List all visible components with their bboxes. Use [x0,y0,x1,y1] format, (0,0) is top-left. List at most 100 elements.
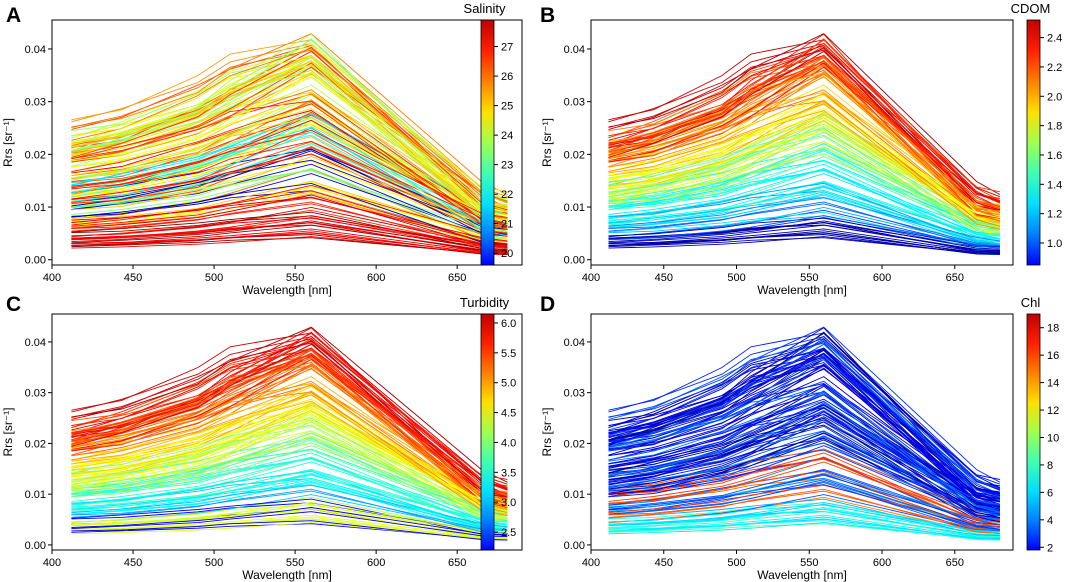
x-tick-label: 550 [800,272,818,284]
spectrum-line [608,182,1000,245]
panel-b: B 0.00 0.01 0.02 0.03 0.04 400 450 500 550 600 65… [540,1,1062,297]
spectrum-line [608,445,1000,513]
y-tick-label: 0.00 [564,255,585,267]
y-tick-label: 0.04 [564,44,585,56]
y-tick-label: 0.01 [564,202,585,214]
colorbar-title: Salinity [464,1,506,16]
spectrum-line [608,470,1000,531]
colorbar-tick-label: 23 [501,160,513,172]
spectrum-line [608,348,1000,500]
y-tick-label: 0.02 [564,149,585,161]
panel-letter: D [540,293,555,316]
x-tick-label: 550 [286,272,304,284]
spectrum-line [608,472,1000,523]
spectrum-line [608,484,1000,528]
x-tick-label: 600 [367,557,385,569]
y-tick-label: 0.02 [564,438,585,450]
y-tick-label: 0.02 [25,438,46,450]
colorbar-tick-label: 25 [501,101,513,113]
x-tick-label: 650 [448,272,466,284]
plot-area [590,313,1014,551]
y-tick-label: 0.00 [564,540,585,552]
spectrum-line [608,456,1000,528]
x-tick-label: 650 [946,557,964,569]
panel-c: C 0.00 0.01 0.02 0.03 0.04 400 450 500 550 600 65… [1,293,523,582]
colorbar-tick-label: 27 [501,42,513,54]
spectrum-line [608,501,1000,532]
x-axis: 400 450 500 550 600 650 [582,550,964,569]
spectrum-line [608,504,1000,533]
spectrum-line [608,119,1000,232]
spectrum-line [608,353,1001,509]
spectrum-line [608,385,1000,508]
spectrum-line [608,336,1001,491]
spectrum-line [608,69,1000,221]
x-tick-label: 450 [655,272,673,284]
y-axis-label: Rrs [sr⁻¹] [540,118,554,167]
spectrum-line [608,197,1000,242]
spectrum-line [608,220,1000,250]
spectrum-line [608,234,1000,256]
colorbar [1026,313,1041,551]
x-axis: 400 450 500 550 600 650 [43,550,466,569]
spectrum-line [608,403,1000,510]
spectrum-line [608,116,1000,225]
spectrum-line [608,60,1001,208]
colorbar-axis: 2.5 3.0 3.5 4.0 4.5 5.0 5.5 6.0 [494,318,516,539]
spectrum-line [608,39,1001,198]
spectra-lines [608,326,1001,541]
spectrum-line [608,511,1000,538]
spectrum-line [608,490,1000,531]
y-tick-label: 0.02 [25,149,46,161]
colorbar-axis: 2 4 6 8 10 12 14 16 18 [1040,323,1059,554]
colorbar-tick-label: 1.2 [1047,209,1062,221]
colorbar-tick-label: 6 [1047,487,1053,499]
panel-d: D 0.00 0.01 0.02 0.03 0.04 400 450 500 550 600 65… [540,293,1059,582]
colorbar-title: CDOM [1011,1,1051,16]
spectrum-line [608,456,1000,525]
colorbar-tick-label: 4.0 [501,437,516,449]
plot-area [51,313,523,551]
x-tick-label: 600 [367,272,385,284]
colorbar-tick-label: 1.8 [1047,121,1062,133]
spectrum-line [608,156,1000,226]
colorbar-title: Turbidity [460,295,510,310]
x-tick-label: 650 [946,272,964,284]
y-axis: 0.00 0.01 0.02 0.03 0.04 [564,337,591,552]
panel-letter: A [6,4,21,27]
colorbar-tick-label: 2.4 [1047,33,1062,45]
spectrum-line [608,64,1000,216]
spectrum-line [608,113,1000,224]
y-tick-label: 0.03 [564,97,585,109]
colorbar-tick-label: 24 [501,130,513,142]
spectrum-line [608,498,1000,536]
y-tick-label: 0.04 [25,337,46,349]
spectrum-line [608,60,1001,222]
spectra-lines [71,33,508,256]
x-tick-label: 400 [582,272,600,284]
spectrum-line [608,484,1000,531]
x-tick-label: 600 [873,557,891,569]
y-tick-label: 0.01 [25,489,46,501]
panel-a: A 0.00 0.01 0.02 0.03 0.04 400 450 500 550 600 65… [1,1,523,297]
colorbar-axis: 20 21 22 23 24 25 26 27 [494,42,513,260]
spectrum-line [608,203,1000,245]
spectrum-line [608,349,1000,494]
colorbar-tick-label: 2.5 [501,527,516,539]
x-tick-label: 500 [205,272,223,284]
spectrum-line [608,343,1001,498]
colorbar-tick-label: 14 [1047,378,1059,390]
spectrum-line [608,103,1000,230]
x-tick-label: 400 [582,557,600,569]
y-tick-label: 0.00 [25,255,46,267]
colorbar-tick-label: 1.0 [1047,238,1062,250]
spectrum-line [608,196,1000,245]
spectrum-line [608,57,1000,207]
spectrum-line [608,461,1000,521]
spectrum-line [608,520,1000,541]
colorbar [480,19,495,266]
y-tick-label: 0.01 [25,202,46,214]
spectrum-line [608,224,1000,252]
spectrum-line [608,173,1000,235]
